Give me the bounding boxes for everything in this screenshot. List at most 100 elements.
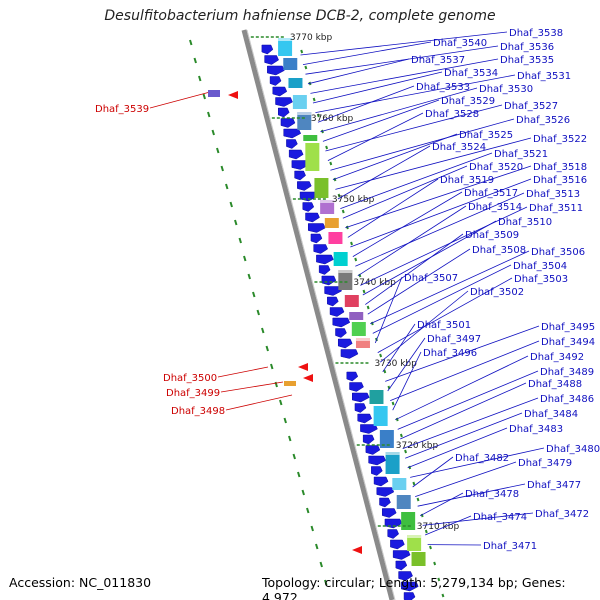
gene-label: Dhaf_3528 xyxy=(425,109,479,120)
gene-label: Dhaf_3525 xyxy=(459,130,513,141)
gc-track-dot xyxy=(433,561,437,566)
feature-track-dash xyxy=(279,399,283,406)
cog-color-block xyxy=(401,512,416,530)
label-leader-line xyxy=(337,145,431,200)
gene-label: Dhaf_3472 xyxy=(535,509,589,520)
label-leader-line xyxy=(422,512,534,526)
feature-track-dash xyxy=(207,111,211,118)
cog-color-block xyxy=(292,95,307,109)
gene-arrow-forward xyxy=(349,382,364,392)
label-leader-line xyxy=(405,412,523,459)
gene-label: Dhaf_3519 xyxy=(440,175,494,186)
label-leader-line xyxy=(350,178,532,248)
cog-color-block xyxy=(338,270,353,290)
gene-arrow-forward xyxy=(340,349,359,359)
feature-track-dash xyxy=(243,255,247,262)
cog-color-block xyxy=(320,200,335,214)
gc-track-dot xyxy=(370,321,374,326)
gc-track-dot xyxy=(362,289,366,294)
gene-arrow-forward xyxy=(379,497,391,508)
label-leader-line xyxy=(415,461,517,497)
gene-arrow-reverse xyxy=(352,546,362,554)
label-leader-line xyxy=(330,118,515,171)
cog-color-block xyxy=(411,552,426,566)
gene-arrow-forward xyxy=(316,254,334,265)
label-leader-line xyxy=(402,397,539,449)
label-leader-line xyxy=(419,492,464,517)
label-leader-line xyxy=(392,351,422,411)
cog-color-block xyxy=(278,38,293,56)
label-leader-line xyxy=(355,192,525,267)
kbp-marker-label: 3720 kbp xyxy=(396,441,439,451)
gene-label: Dhaf_3474 xyxy=(473,512,527,523)
gene-arrow-forward xyxy=(278,107,290,118)
gene-arrow-forward xyxy=(398,571,413,581)
cog-color-block xyxy=(407,535,422,551)
cog-block-highlight xyxy=(385,452,400,455)
gene-label: Dhaf_3511 xyxy=(529,203,583,214)
gene-arrow-forward xyxy=(280,118,296,128)
label-leader-line-reverse xyxy=(149,91,211,109)
gene-arrow-forward xyxy=(329,307,345,317)
cog-color-block xyxy=(208,90,220,97)
cog-color-block xyxy=(392,478,407,490)
label-leader-line xyxy=(424,515,472,536)
label-leader-line xyxy=(332,133,458,181)
gene-arrow-forward xyxy=(307,223,326,233)
feature-track-dash xyxy=(193,57,197,64)
cog-color-block xyxy=(379,430,394,448)
gene-label: Dhaf_3479 xyxy=(518,458,572,469)
gene-arrow-forward xyxy=(346,371,359,382)
gc-track-dot xyxy=(304,65,308,70)
cog-color-block xyxy=(344,295,359,307)
cog-color-block xyxy=(314,178,329,198)
gc-track-dot xyxy=(437,577,441,582)
gene-label: Dhaf_3492 xyxy=(530,352,584,363)
feature-track-dash xyxy=(202,93,206,100)
label-leader-line xyxy=(407,427,508,469)
gc-track-dot xyxy=(316,113,320,118)
gene-label: Dhaf_3534 xyxy=(444,68,498,79)
kbp-marker-label: 3740 kbp xyxy=(353,278,396,288)
gene-label: Dhaf_3536 xyxy=(500,42,554,53)
gene-label: Dhaf_3531 xyxy=(517,71,571,82)
gene-label: Dhaf_3504 xyxy=(513,261,567,272)
label-leader-line-reverse xyxy=(217,366,269,378)
cog-color-block xyxy=(328,232,343,244)
gc-track-dot xyxy=(379,353,383,358)
gene-label: Dhaf_3530 xyxy=(479,84,533,95)
label-leader-line xyxy=(417,483,526,507)
cog-color-block xyxy=(385,452,400,474)
gene-label: Dhaf_3537 xyxy=(411,55,465,66)
kbp-marker-label: 3760 kbp xyxy=(311,114,354,124)
feature-track-dash xyxy=(270,363,274,370)
label-leader-line xyxy=(395,355,529,421)
gene-label-reverse: Dhaf_3499 xyxy=(166,388,220,399)
gene-label: Dhaf_3520 xyxy=(469,162,523,173)
gene-label: Dhaf_3494 xyxy=(541,337,595,348)
gene-arrow-forward xyxy=(291,160,310,170)
gene-label-reverse: Dhaf_3539 xyxy=(95,104,149,115)
gc-track-dot xyxy=(429,545,432,550)
gene-label: Dhaf_3489 xyxy=(540,367,594,378)
gene-arrow-forward xyxy=(371,466,383,476)
label-leader-line xyxy=(325,104,503,152)
gc-track-dot xyxy=(416,497,420,502)
label-leader-line xyxy=(335,137,532,190)
label-leader-line xyxy=(360,206,528,286)
feature-track-dash xyxy=(297,471,301,478)
topology-text: Topology: circular; Length: 5,279,134 bp… xyxy=(262,575,566,600)
gc-track-dot xyxy=(424,529,428,534)
gene-arrow-forward xyxy=(403,592,416,600)
feature-track-dash xyxy=(198,75,202,82)
gene-arrow-forward xyxy=(267,65,285,76)
feature-track-dash xyxy=(310,525,314,532)
map-title: Desulfitobacterium hafniense DCB-2, comp… xyxy=(104,8,496,24)
cog-color-block xyxy=(303,135,318,141)
label-leader-line xyxy=(317,85,415,123)
feature-track-dash xyxy=(220,165,224,172)
label-leader-line xyxy=(307,58,410,85)
gc-track-dot xyxy=(412,481,416,486)
